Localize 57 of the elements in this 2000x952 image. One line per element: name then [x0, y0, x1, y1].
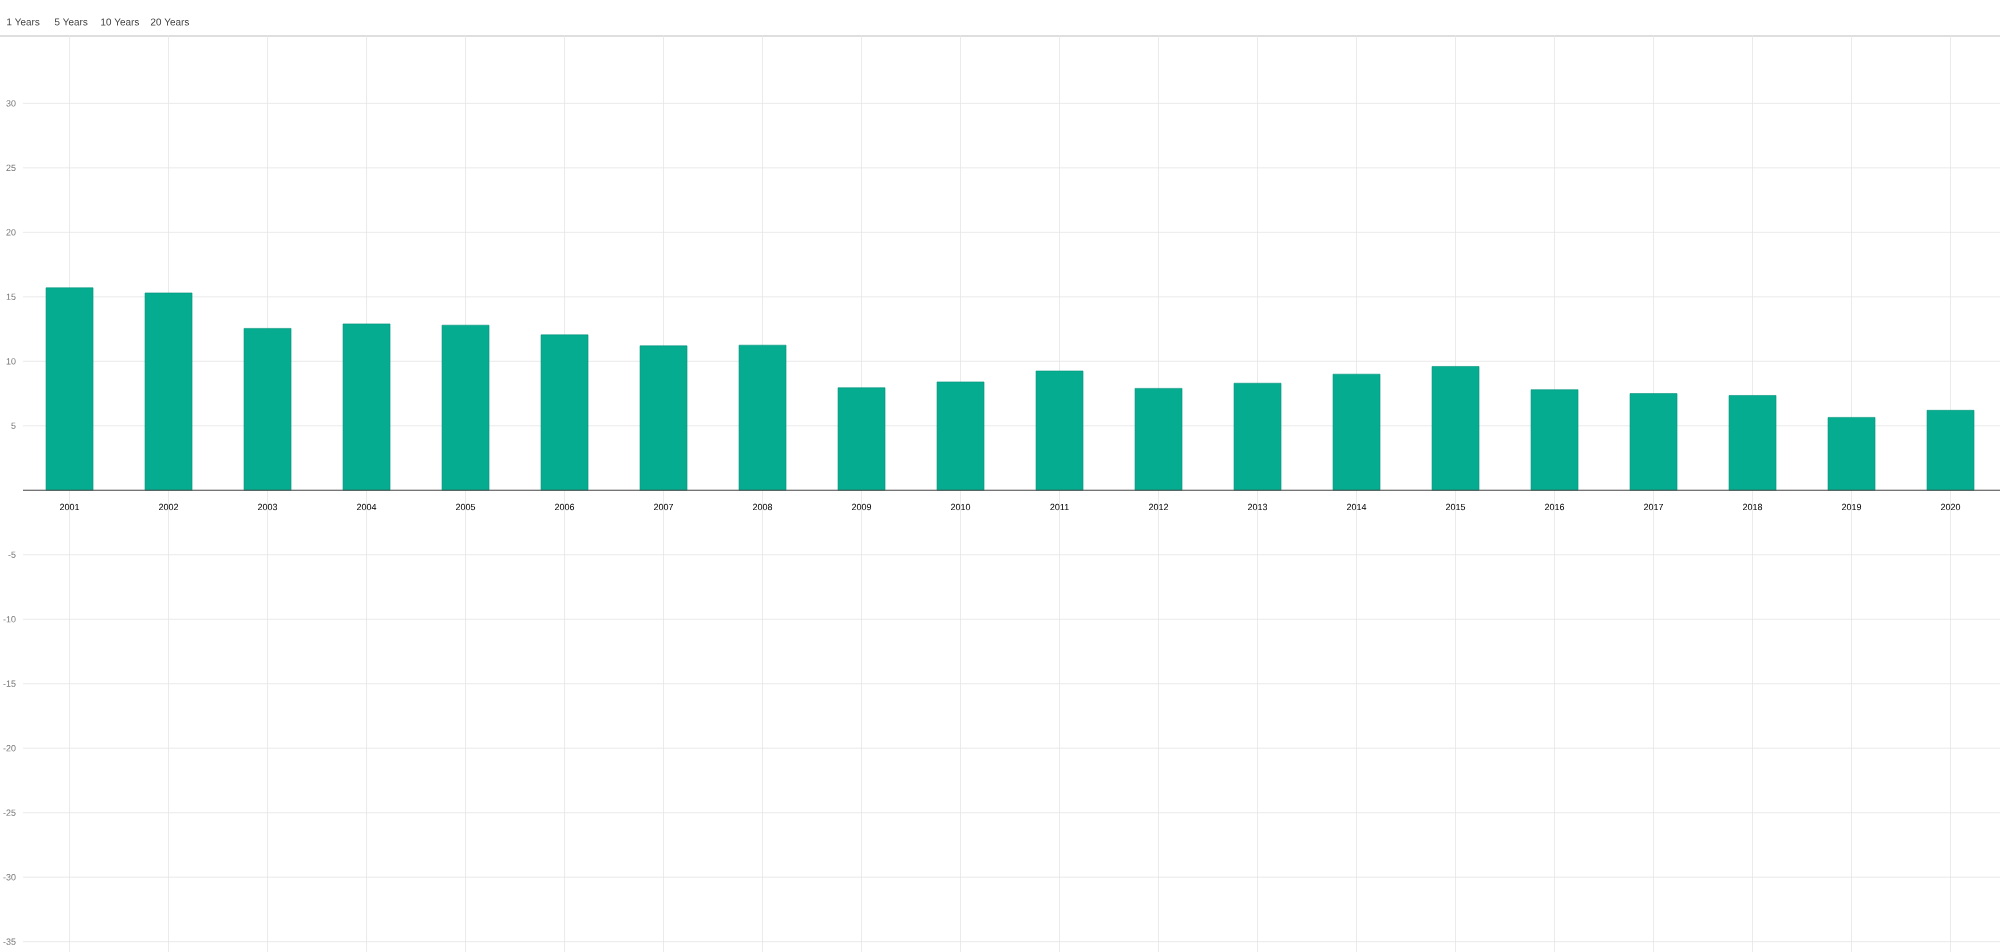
text: 10 Years [101, 18, 140, 26]
bar [540, 334, 589, 491]
x-tick-label: 2012 [1148, 503, 1169, 511]
text: 5 Years [54, 18, 88, 26]
bar [1134, 388, 1183, 491]
x-tick-label: 2008 [752, 503, 773, 511]
y-tick-label: 30 [6, 100, 16, 107]
x-tick-label: 2013 [1247, 503, 1268, 511]
y-tick-label: -25 [3, 809, 16, 816]
bar [45, 287, 94, 491]
x-tick-label: 2015 [1445, 503, 1466, 511]
bar [1431, 366, 1480, 491]
bar [1926, 410, 1975, 491]
bar [342, 323, 391, 491]
x-tick-label: 2014 [1346, 503, 1367, 511]
y-tick-label: 15 [6, 293, 16, 300]
y-tick-label: 20 [6, 229, 16, 236]
x-tick-label: 2005 [455, 503, 476, 511]
bar [1233, 382, 1282, 491]
x-tick-label: 2007 [653, 503, 674, 511]
bar [1332, 373, 1381, 491]
x-tick-label: 2006 [554, 503, 575, 511]
bar [936, 381, 985, 491]
x-tick-label: 2003 [257, 503, 278, 511]
x-tick-label: 2004 [356, 503, 377, 511]
bar [243, 328, 292, 491]
bar [1035, 370, 1084, 491]
x-tick-label: 2016 [1544, 503, 1565, 511]
y-tick-label: -30 [3, 874, 16, 881]
bar [639, 345, 688, 491]
x-tick-label: 2009 [851, 503, 872, 511]
x-tick-label: 2002 [158, 503, 179, 511]
x-tick-label: 2019 [1841, 503, 1862, 511]
x-tick-label: 2011 [1050, 503, 1069, 511]
x-tick-label: 2001 [59, 503, 80, 511]
x-tick-label: 2017 [1643, 503, 1664, 511]
x-tick-label: 2010 [950, 503, 971, 511]
y-tick-label: -10 [3, 616, 16, 623]
bar [738, 344, 787, 491]
y-tick-label: 5 [11, 422, 16, 429]
bar [1728, 395, 1777, 491]
x-tick-label: 2020 [1940, 503, 1961, 511]
y-tick-label: 10 [6, 358, 16, 365]
bar [1827, 417, 1876, 491]
y-tick-label: 25 [6, 164, 16, 172]
x-tick-label: 2018 [1742, 503, 1763, 511]
y-tick-label: -20 [3, 745, 16, 752]
bar [441, 324, 490, 491]
bar [1530, 389, 1579, 491]
y-tick-label: -15 [3, 680, 16, 687]
y-tick-label: -35 [3, 938, 16, 945]
bar [1629, 393, 1678, 491]
text: 20 Years [150, 18, 190, 26]
text: 1 Years [7, 18, 40, 26]
bar [144, 292, 193, 491]
y-tick-label: -5 [8, 551, 16, 558]
bar [837, 387, 886, 491]
